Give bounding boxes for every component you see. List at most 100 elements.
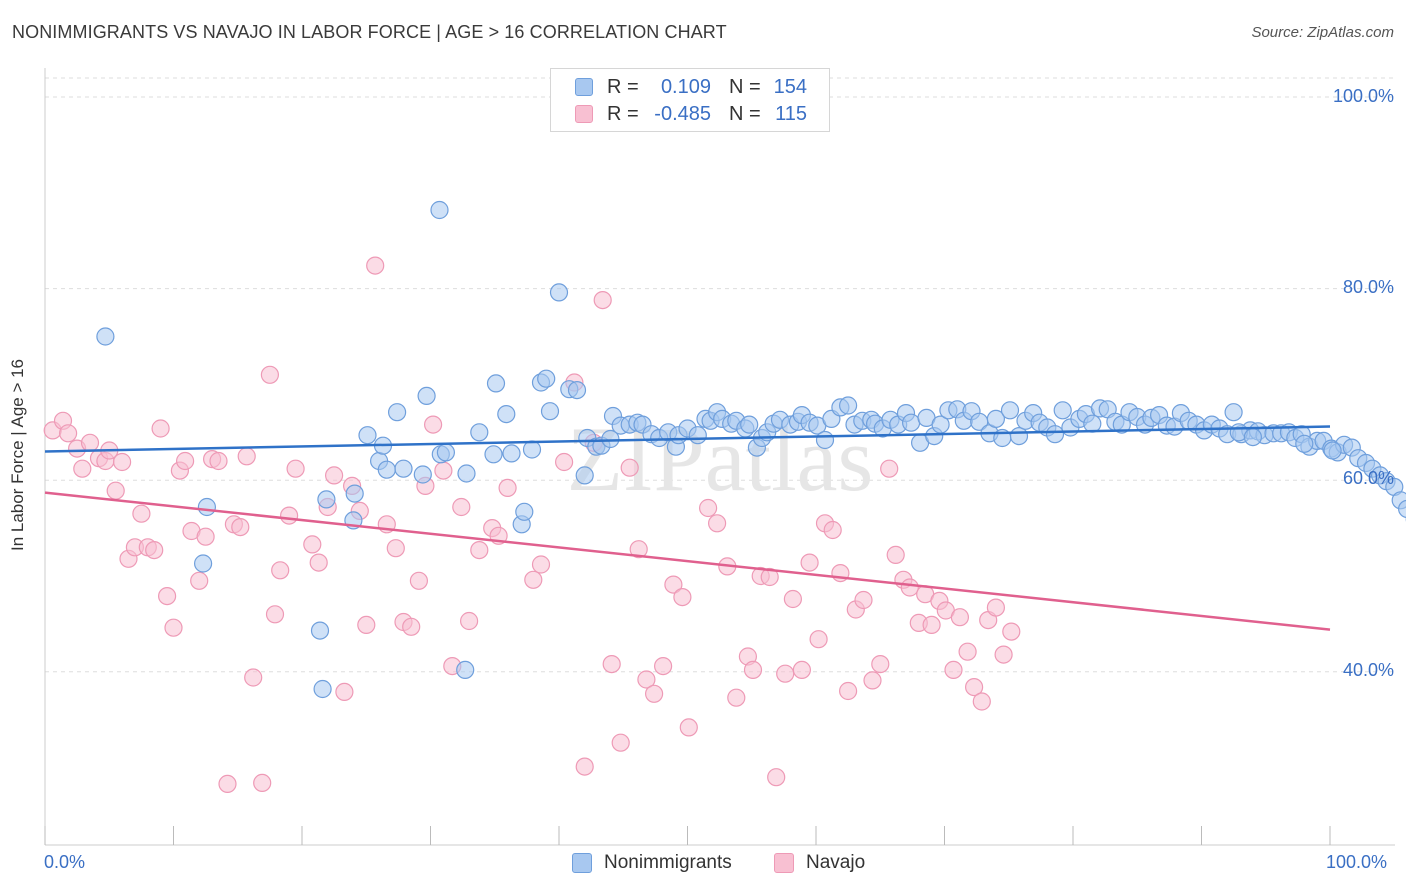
navajo-point: [823, 520, 842, 540]
nonimmigrants-point: [310, 621, 330, 640]
r-value: 0.109: [660, 75, 711, 98]
navajo-point: [602, 654, 621, 674]
n-value: 115: [775, 102, 807, 125]
nonimmigrants-point: [456, 660, 475, 680]
navajo-point: [727, 688, 746, 707]
nonimmigrants-point: [567, 381, 587, 400]
navajo-point: [800, 553, 819, 572]
navajo-point: [838, 681, 858, 701]
navajo-point: [424, 415, 443, 434]
navajo-point: [80, 433, 100, 452]
navajo-point: [309, 553, 328, 572]
nonimmigrants-point: [413, 465, 432, 484]
navajo-point: [176, 451, 195, 471]
r-label: R =: [607, 75, 639, 98]
nonimmigrants-point: [345, 484, 364, 503]
legend-label: Navajo: [806, 852, 866, 873]
navajo-point: [986, 598, 1006, 617]
navajo-point: [151, 419, 170, 438]
navajo-point: [698, 498, 718, 518]
nonimmigrants-point: [377, 460, 396, 479]
legend-row-nonimmigrants: R = 0.109 N = 154: [575, 75, 807, 99]
nonimmigrants-point: [601, 429, 620, 449]
nonimmigrants-point: [688, 426, 707, 445]
nonimmigrants-point: [549, 283, 569, 302]
nonimmigrants-point: [1009, 427, 1029, 446]
navajo-point: [106, 481, 125, 500]
nonimmigrants-point: [417, 386, 436, 405]
navajo-point: [524, 570, 543, 589]
nonimmigrants-point: [430, 200, 449, 220]
nonimmigrants-point: [815, 430, 835, 450]
nonimmigrants-point: [1045, 425, 1065, 444]
nonimmigrants-point: [1000, 401, 1020, 420]
nonimmigrants-point: [1398, 499, 1406, 518]
nonimmigrants-point: [388, 403, 407, 422]
navajo-point: [673, 587, 692, 607]
nonimmigrants-swatch: [575, 78, 593, 96]
navajo-point: [854, 590, 873, 610]
navajo-point: [265, 605, 285, 624]
nonimmigrants-point: [436, 443, 455, 462]
navajo-point: [325, 466, 344, 485]
legend-item-navajo[interactable]: Navajo: [774, 852, 865, 874]
r-label: R =: [607, 102, 639, 125]
navajo-point: [58, 424, 78, 443]
navajo-point: [253, 773, 272, 793]
nonimmigrants-point: [1295, 434, 1314, 453]
navajo-point: [335, 682, 354, 702]
nonimmigrants-point: [194, 554, 213, 573]
x-tick-label: 100.0%: [1326, 852, 1388, 872]
nonimmigrants-point: [502, 444, 521, 463]
navajo-point: [994, 645, 1013, 664]
n-label: N =: [729, 102, 761, 125]
navajo-point: [460, 611, 479, 631]
nonimmigrants-point: [740, 415, 759, 434]
navajo-point: [73, 459, 92, 478]
navajo-point: [366, 256, 385, 275]
navajo-point: [575, 757, 594, 776]
navajo-point: [776, 664, 795, 683]
navajo-point: [760, 567, 779, 587]
nonimmigrants-point: [901, 413, 921, 432]
y-tick-label: 100.0%: [1332, 86, 1394, 106]
n-value: 154: [773, 75, 807, 98]
navajo-point: [244, 668, 263, 687]
navajo-point: [880, 459, 899, 478]
navajo-point: [452, 497, 471, 517]
navajo-point: [767, 768, 786, 787]
navajo-point: [470, 540, 489, 560]
nonimmigrants-point: [1224, 403, 1243, 422]
navajo-point: [922, 615, 941, 635]
navajo-point: [644, 684, 664, 703]
navajo-point: [792, 660, 812, 680]
nonimmigrants-point: [537, 369, 556, 388]
navajo-point: [132, 504, 151, 523]
navajo-point: [1002, 622, 1021, 641]
correlation-legend: R = 0.109 N = 154 R = -0.485 N = 115: [550, 68, 830, 132]
navajo-point: [190, 571, 209, 590]
navajo-point: [237, 447, 256, 466]
nonimmigrants-point: [1083, 414, 1102, 433]
navajo-point: [303, 535, 322, 554]
navajo-point: [231, 517, 250, 537]
navajo-point: [531, 555, 551, 574]
navajo-point: [964, 677, 984, 697]
r-value: -0.485: [654, 102, 711, 125]
n-label: N =: [729, 75, 761, 98]
nonimmigrants-point: [522, 440, 542, 459]
navajo-point: [271, 561, 290, 580]
nonimmigrants-point: [986, 409, 1006, 428]
navajo-point: [944, 660, 963, 680]
navajo-point: [357, 615, 376, 635]
legend-item-nonimmigrants[interactable]: Nonimmigrants: [572, 852, 732, 874]
nonimmigrants-point: [484, 445, 503, 464]
nonimmigrants-point: [317, 490, 336, 509]
navajo-point: [679, 718, 698, 737]
navajo-point: [158, 586, 177, 606]
navajo-point: [209, 451, 228, 471]
navajo-point: [286, 459, 305, 478]
y-tick-label: 80.0%: [1342, 277, 1394, 297]
navajo-point: [871, 654, 890, 674]
